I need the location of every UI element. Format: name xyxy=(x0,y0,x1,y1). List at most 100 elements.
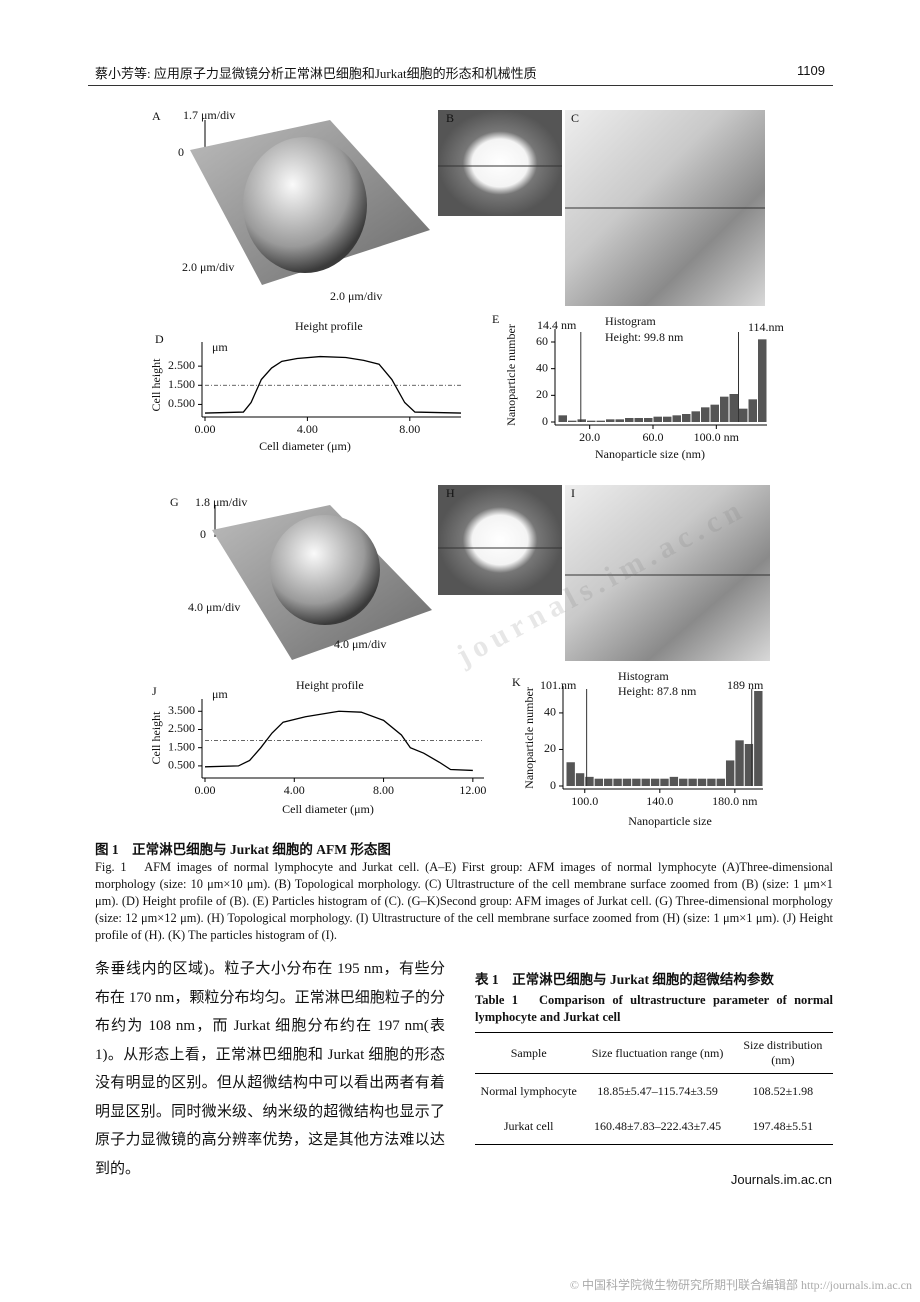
y-tick-label: 3.500 xyxy=(168,703,195,717)
x-tick-label: 12.00 xyxy=(459,783,486,797)
caption-title: 图 1 正常淋巴细胞与 Jurkat 细胞的 AFM 形态图 xyxy=(95,842,391,857)
panel-label: H xyxy=(446,486,455,500)
y-tick-label: 20 xyxy=(544,741,556,755)
bar xyxy=(710,404,719,422)
y-tick-label: 20 xyxy=(536,387,548,401)
marker-label: 189 nm xyxy=(727,678,764,692)
bar xyxy=(672,415,681,422)
bar xyxy=(720,396,729,422)
x-tick-label: 8.00 xyxy=(373,783,394,797)
panel-label: I xyxy=(571,486,575,500)
profile-line xyxy=(204,355,462,414)
table-block: 表 1 正常淋巴细胞与 Jurkat 细胞的超微结构参数 Table 1 Com… xyxy=(475,968,833,1145)
table: Sample Size fluctuation range (nm) Size … xyxy=(475,1032,833,1145)
bar xyxy=(587,420,596,422)
unit-label: μm xyxy=(212,340,228,354)
zero-label: 0 xyxy=(178,145,184,159)
bar xyxy=(682,414,691,422)
panel-label: G xyxy=(170,495,179,509)
x-axis-label: Cell diameter (μm) xyxy=(259,439,351,453)
chart-subtitle: Height: 87.8 nm xyxy=(618,684,697,698)
y-tick-label: 40 xyxy=(544,705,556,719)
bar xyxy=(566,762,575,786)
y-axis-label: Cell height xyxy=(149,711,163,765)
y-tick-label: 2.500 xyxy=(168,721,195,735)
x-tick-label: 20.0 xyxy=(579,430,600,444)
z-scale: 1.8 μm/div xyxy=(195,495,247,509)
y-tick-label: 0.500 xyxy=(168,396,195,410)
bar xyxy=(632,778,641,786)
bar xyxy=(650,778,660,786)
x-tick-label: 180.0 nm xyxy=(712,794,758,808)
bar xyxy=(585,776,594,786)
bar xyxy=(739,408,748,422)
bar xyxy=(653,416,662,422)
bar xyxy=(613,778,622,786)
copyright: © 中国科学院微生物研究所期刊联合编辑部 http://journals.im.… xyxy=(569,1278,912,1292)
x-tick-label: 0.00 xyxy=(195,422,216,436)
panel-label: B xyxy=(446,111,454,125)
y-tick-label: 2.500 xyxy=(168,358,195,372)
y-scale: 2.0 μm/div xyxy=(182,260,234,274)
chart-subtitle: Height: 99.8 nm xyxy=(605,330,684,344)
table-cell: 160.48±7.83–222.43±7.45 xyxy=(593,1119,722,1133)
column-header: Size distribution (nm) xyxy=(743,1038,823,1067)
marker-label: 114.nm xyxy=(748,320,785,334)
bar xyxy=(744,743,754,786)
panel-label: K xyxy=(512,675,521,689)
y-axis-label: Nanoparticle number xyxy=(522,687,536,789)
bar xyxy=(596,420,605,422)
x-tick-label: 140.0 xyxy=(646,794,673,808)
y-axis-label: Cell height xyxy=(149,358,163,412)
panel-label: C xyxy=(571,111,579,125)
bar xyxy=(660,778,669,786)
bar xyxy=(575,773,585,786)
bar xyxy=(669,776,679,786)
table-cell: Normal lymphocyte xyxy=(480,1084,577,1098)
y-axis-label: Nanoparticle number xyxy=(504,324,518,426)
bar xyxy=(679,778,688,786)
y-scale: 4.0 μm/div xyxy=(188,600,240,614)
bar xyxy=(641,778,650,786)
zero-label: 0 xyxy=(200,527,206,541)
page-number: 1109 xyxy=(797,63,825,78)
bar xyxy=(644,418,653,422)
x-scale: 4.0 μm/div xyxy=(334,637,386,651)
bar xyxy=(688,778,697,786)
figure: A 1.7 μm/div 0 2.0 μm/div 2.0 μm/div Hei… xyxy=(149,108,785,828)
table-title-zh: 表 1 正常淋巴细胞与 Jurkat 细胞的超微结构参数 xyxy=(475,972,774,987)
table-header: Sample Size fluctuation range (nm) Size … xyxy=(475,1033,833,1074)
column-header: Size fluctuation range (nm) xyxy=(591,1045,724,1060)
bar xyxy=(758,339,767,422)
bar xyxy=(577,419,586,422)
table-cell: Jurkat cell xyxy=(503,1119,554,1133)
chart-title: Height profile xyxy=(296,678,364,692)
bar xyxy=(568,420,577,422)
table-row: Jurkat cell 160.48±7.83–222.43±7.45 197.48… xyxy=(475,1109,833,1145)
bar xyxy=(725,760,735,786)
panel-label: D xyxy=(155,332,164,346)
cell-image xyxy=(270,515,380,625)
bar xyxy=(663,416,672,422)
y-tick-label: 0.500 xyxy=(168,758,195,772)
y-tick-label: 0 xyxy=(550,778,556,792)
table-cell: 197.48±5.51 xyxy=(752,1119,814,1133)
marker-label: 14.4 nm xyxy=(537,318,577,332)
bar xyxy=(701,407,710,422)
y-tick-label: 40 xyxy=(536,360,548,374)
bar xyxy=(729,394,738,422)
bar xyxy=(754,691,763,786)
profile-line xyxy=(204,710,473,772)
x-axis-label: Cell diameter (μm) xyxy=(282,802,374,816)
bar xyxy=(716,778,725,786)
y-tick-label: 1.500 xyxy=(168,377,195,391)
caption-text: Fig. 1 AFM images of normal lymphocyte a… xyxy=(95,860,833,942)
x-tick-label: 8.00 xyxy=(399,422,420,436)
bar xyxy=(735,740,744,786)
table-row: Normal lymphocyte 18.85±5.47–115.74±3.59 1… xyxy=(475,1074,833,1110)
x-scale: 2.0 μm/div xyxy=(330,289,382,303)
running-title: 蔡小芳等: 应用原子力显微镜分析正常淋巴细胞和Jurkat细胞的形态和机械性质 xyxy=(95,66,537,81)
header-rule xyxy=(88,85,833,86)
cell-image xyxy=(243,137,367,273)
